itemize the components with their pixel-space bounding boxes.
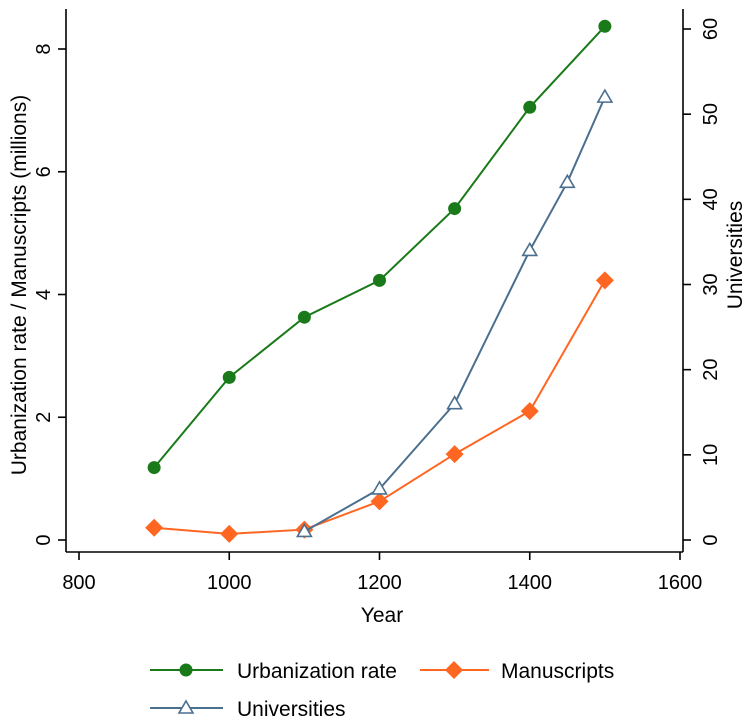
data-point [598,19,612,33]
data-point [445,445,464,464]
series-line [303,96,606,533]
right-y-tick-label: 0 [700,534,722,545]
x-tick-label: 1000 [207,572,252,594]
x-tick-label: 1400 [508,572,553,594]
data-point [371,480,388,495]
data-point [295,522,313,538]
legend-marker-universities [177,699,195,714]
legend-marker-urbanization [179,663,193,677]
data-point [220,524,239,543]
data-point [370,492,389,511]
left-y-tick-label: 2 [33,412,55,423]
series-urbanization-rate [147,19,612,475]
left-y-tick-label: 6 [33,166,55,177]
right-y-tick-label: 10 [700,444,722,466]
right-y-tick-label: 60 [700,18,722,40]
data-point [596,88,614,103]
right-y-tick-label: 30 [700,273,722,295]
x-axis-title: Year [361,604,403,627]
x-tick-label: 1600 [658,572,703,594]
right-y-tick-label: 40 [700,188,722,210]
data-point [147,461,161,475]
right-y-tick-label: 20 [700,359,722,381]
data-point [222,370,236,384]
data-point [446,395,464,410]
data-point [145,518,164,537]
left-y-tick-label: 8 [33,43,55,54]
x-tick-label: 800 [62,572,95,594]
data-point [521,241,539,257]
data-point [448,202,462,216]
legend-marker-manuscripts [445,661,463,679]
data-point [523,100,537,114]
axes [65,9,684,553]
data-point [595,271,614,290]
legend: Urbanization rate Manuscripts Universiti… [150,660,614,721]
ticks: 800 1000 1200 1400 1600 0 2 4 6 8 0 10 20 30 40 50 60 [33,18,722,594]
data-point [520,402,539,421]
left-y-axis-title: Urbanization rate / Manuscripts (million… [8,95,31,475]
data-point [297,310,311,324]
legend-label-urbanization: Urbanization rate [237,660,397,683]
series-manuscripts [145,271,614,543]
right-y-tick-label: 50 [700,103,722,125]
left-y-tick-label: 4 [33,289,55,300]
data-point [373,273,386,287]
series-universities [295,88,614,538]
data-point [558,173,576,189]
right-y-axis-title: Universities [724,201,746,310]
legend-label-universities: Universities [237,698,346,720]
x-tick-label: 1200 [357,572,402,594]
left-y-tick-label: 0 [33,534,55,545]
legend-label-manuscripts: Manuscripts [501,660,614,683]
series-line [153,25,606,469]
plot-area [145,19,614,543]
